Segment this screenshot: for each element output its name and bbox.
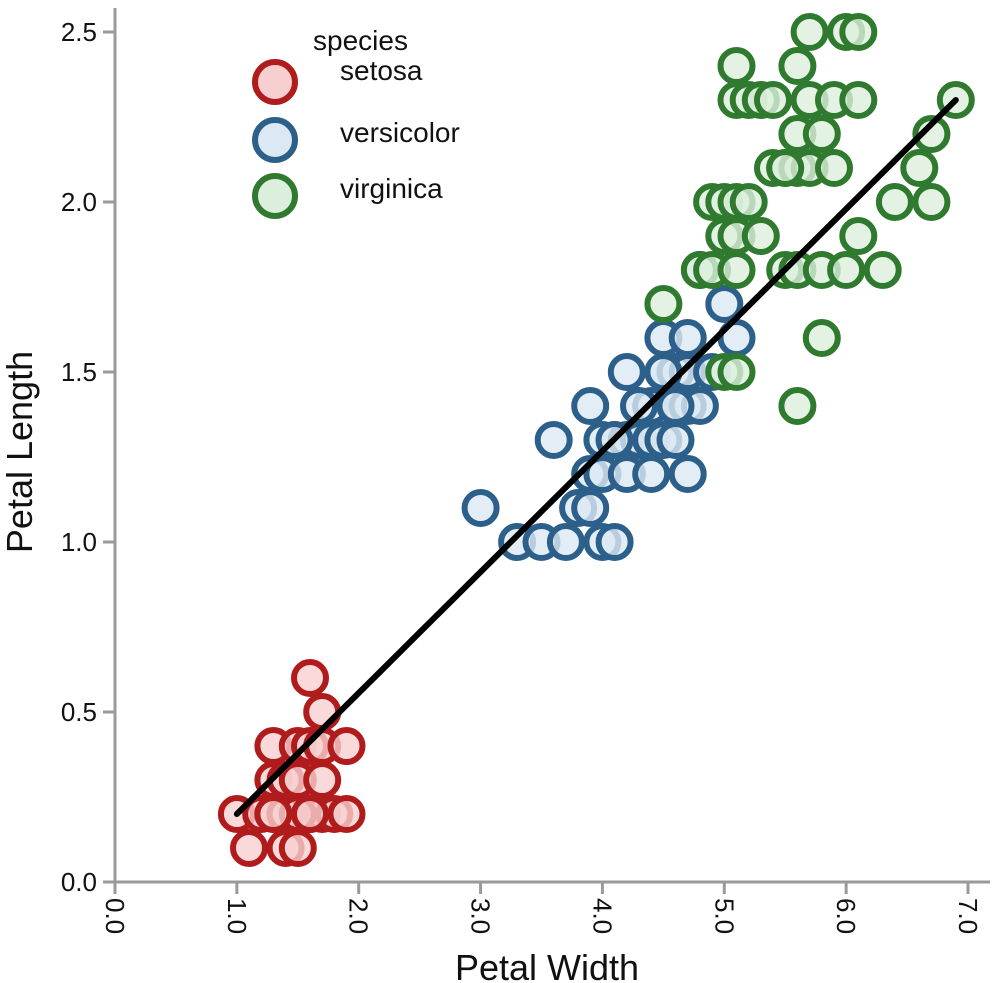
- data-point-setosa-20: [303, 693, 342, 731]
- data-point-versicolor-37: [620, 387, 658, 425]
- data-point-virginica-39: [863, 251, 902, 289]
- data-point-virginica-43: [912, 183, 951, 221]
- data-point-virginica-16: [741, 217, 780, 255]
- data-point-setosa-25: [327, 795, 366, 833]
- x-tick-label-0: 0.0: [100, 898, 130, 934]
- data-point-versicolor-24: [656, 421, 695, 459]
- data-point-virginica-18: [754, 81, 792, 119]
- data-point-versicolor-3: [534, 421, 573, 459]
- y-tick-label-5: 2.5: [61, 17, 97, 47]
- data-point-virginica-25: [778, 387, 817, 425]
- x-tick-label-2: 2.0: [344, 898, 374, 934]
- data-point-virginica-21: [778, 47, 817, 85]
- data-point-virginica-31: [802, 319, 841, 357]
- data-point-versicolor-12: [595, 523, 634, 561]
- data-point-setosa-21: [303, 761, 342, 799]
- series-versicolor: [461, 251, 756, 561]
- legend-label-virginica: virginica: [340, 173, 443, 204]
- data-point-virginica-36: [839, 13, 878, 51]
- data-point-virginica-11: [717, 353, 756, 391]
- trendline: [233, 97, 959, 817]
- data-point-versicolor-20: [632, 455, 671, 493]
- data-point-versicolor-28: [668, 455, 707, 493]
- y-tick-label-1: 0.5: [61, 697, 97, 727]
- data-point-virginica-42: [912, 115, 951, 153]
- data-point-versicolor-34: [705, 285, 744, 323]
- data-point-virginica-37: [839, 81, 878, 119]
- data-point-setosa-17: [291, 659, 329, 697]
- data-point-setosa-28: [291, 795, 329, 833]
- data-point-virginica-33: [815, 149, 853, 187]
- x-axis-title: Petal Width: [455, 947, 639, 983]
- y-tick-label-3: 1.5: [61, 357, 97, 387]
- y-tick-label-2: 1.0: [61, 527, 97, 557]
- data-point-versicolor-0: [461, 489, 500, 527]
- data-point-setosa-24: [327, 727, 366, 765]
- data-point-virginica-7: [717, 47, 756, 85]
- x-tick-label-1: 1.0: [222, 898, 252, 934]
- data-point-virginica-45: [766, 149, 805, 187]
- x-tick-label-3: 3.0: [466, 898, 496, 934]
- data-point-setosa-1: [230, 829, 268, 867]
- y-tick-label-0: 0.0: [61, 867, 97, 897]
- data-point-virginica-26: [790, 13, 829, 51]
- data-point-virginica-40: [875, 183, 914, 221]
- data-point-versicolor-16: [607, 353, 646, 391]
- data-point-versicolor-8: [571, 387, 610, 425]
- data-point-virginica-35: [827, 251, 866, 289]
- data-point-setosa-29: [254, 795, 293, 833]
- legend-marker-virginica: [252, 173, 298, 219]
- legend-title: species: [313, 25, 408, 56]
- x-tick-label-6: 6.0: [831, 898, 861, 934]
- data-point-versicolor-6: [571, 489, 610, 527]
- legend-marker-setosa: [252, 59, 298, 105]
- data-point-virginica-12: [717, 251, 756, 289]
- legend-marker-versicolor: [252, 117, 298, 163]
- axes: 0.0 0.5 1.0 1.5 2.0 2.5 0.0 1.0 2.0 3.0 4.0 5.0 6.0 7…: [61, 8, 990, 934]
- data-point-versicolor-29: [668, 319, 707, 357]
- data-point-virginica-29: [802, 115, 841, 153]
- legend-label-versicolor: versicolor: [340, 117, 460, 148]
- trendline-group: [233, 97, 959, 817]
- x-tick-label-7: 7.0: [953, 898, 983, 934]
- data-point-virginica-14: [729, 183, 768, 221]
- y-tick-label-4: 2.0: [61, 187, 97, 217]
- data-point-virginica-0: [644, 285, 683, 323]
- x-tick-label-5: 5.0: [709, 898, 739, 934]
- data-point-versicolor-39: [656, 387, 695, 425]
- data-point-virginica-41: [900, 149, 939, 187]
- data-point-versicolor-4: [546, 523, 585, 561]
- x-tick-label-4: 4.0: [587, 898, 617, 934]
- data-point-setosa-13: [278, 829, 317, 867]
- legend-label-setosa: setosa: [340, 55, 423, 86]
- data-points: [217, 13, 975, 867]
- data-point-virginica-38: [839, 217, 878, 255]
- y-axis-title: Petal Length: [0, 351, 40, 553]
